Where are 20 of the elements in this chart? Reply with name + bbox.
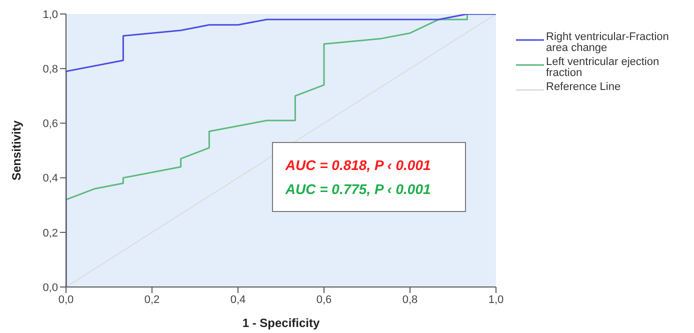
annotation: AUC = 0.775, P ‹ 0.001 [285,181,432,198]
legend-label: Right ventricular-Fraction area change [546,31,670,54]
y-tick-label: 0,2 [42,227,58,240]
x-tick-label: 1,0 [488,294,504,306]
y-tick-label: 0,8 [42,64,58,76]
x-tick-label: 0,4 [230,294,246,306]
y-tick-label: 1,0 [42,8,58,21]
y-tick-label: 0,0 [42,282,58,294]
y-tick-label: 0,4 [42,172,58,185]
y-tick-label: 0,6 [42,118,58,130]
x-tick-label: 0,6 [316,294,332,306]
x-axis-title: 1 - Specificity [242,316,320,330]
y-axis-title: Sensitivity [9,120,24,181]
annotation-box: AUC = 0.818, P ‹ 0.001 AUC = 0.775, P ‹ 0.001 [272,142,466,212]
annotation: AUC = 0.818, P ‹ 0.001 [285,157,432,174]
x-tick-label: 0,2 [144,294,160,306]
legend-label: Reference Line [546,81,622,93]
legend-label: Left ventricular ejection fraction [546,56,660,79]
x-tick-label: 0,8 [402,294,418,306]
x-tick-label: 0,0 [58,294,74,306]
